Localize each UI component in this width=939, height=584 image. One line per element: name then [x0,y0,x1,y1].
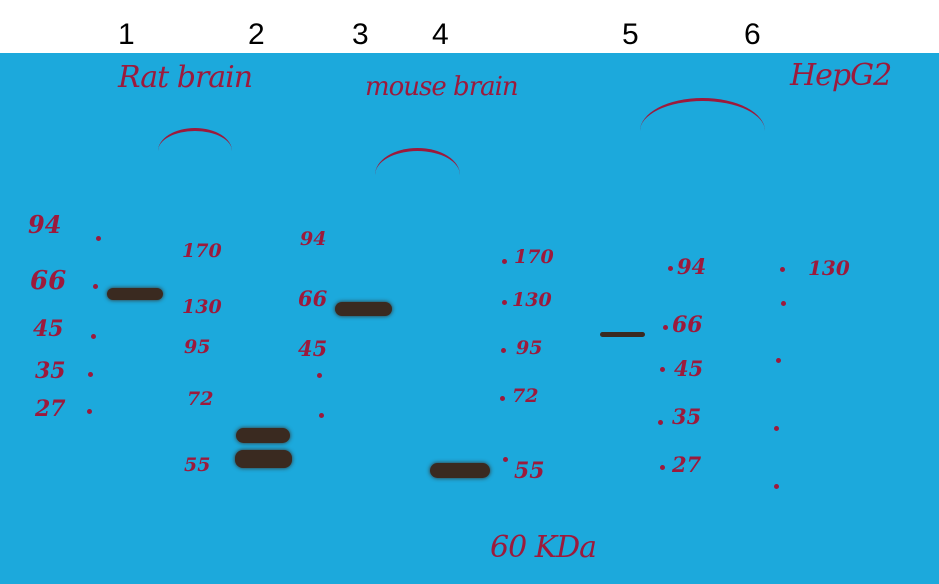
marker-dot [781,301,786,306]
marker-dot [93,284,98,289]
band-lane-2-lower [235,450,292,468]
marker-label: 66 [30,266,67,296]
marker-dot [317,373,322,378]
lane-number: 6 [744,18,761,51]
marker-dot [774,426,779,431]
marker-label: 130 [182,296,222,318]
marker-label: 55 [184,454,211,476]
marker-label: 66 [672,312,703,338]
marker-dot [660,465,665,470]
marker-label: 45 [674,356,704,381]
label-hepg2: HepG2 [790,58,892,93]
marker-label: 27 [35,396,66,422]
marker-label: 130 [808,256,850,280]
marker-label: 66 [298,286,328,311]
marker-label: 94 [28,210,62,239]
marker-dot [663,325,668,330]
marker-dot [502,300,507,305]
bracket-arc [158,128,232,151]
marker-label: 94 [300,228,327,250]
marker-label: 45 [298,336,328,361]
marker-label: 72 [512,385,539,407]
lane-number-header: 1 2 3 4 5 6 [0,0,939,53]
marker-dot [319,413,324,418]
marker-dot [774,484,779,489]
marker-label: 170 [182,240,222,262]
lane-number: 2 [248,18,265,51]
marker-dot [658,420,663,425]
band-lane-5 [600,332,645,337]
marker-dot [500,396,505,401]
marker-label: 72 [187,388,214,410]
marker-label: 95 [516,337,543,359]
marker-dot [88,372,93,377]
lane-number: 1 [118,18,135,51]
marker-dot [91,334,96,339]
marker-label: 170 [514,246,554,268]
marker-dot [776,358,781,363]
marker-label: 35 [35,358,66,384]
marker-dot [501,348,506,353]
lane-number: 4 [432,18,449,51]
band-lane-4 [430,463,490,478]
blot-membrane [0,53,939,584]
marker-dot [780,267,785,272]
marker-label: 55 [514,458,545,484]
band-lane-1 [107,288,163,300]
marker-dot [502,259,507,264]
marker-label: 130 [512,289,552,311]
marker-dot [96,236,101,241]
marker-label: 94 [677,254,707,279]
marker-label: 27 [672,452,702,477]
marker-label: 95 [184,336,211,358]
band-lane-2-upper [236,428,290,443]
marker-label: 45 [33,316,64,342]
bracket-arc [375,148,460,175]
lane-number: 3 [352,18,369,51]
label-mouse-brain: mouse brain [365,72,519,102]
marker-dot [503,457,508,462]
band-lane-3 [335,302,392,316]
marker-label: 35 [672,404,702,429]
bracket-arc [640,98,765,131]
marker-dot [660,367,665,372]
lane-number: 5 [622,18,639,51]
label-kda: 60 KDa [490,530,597,565]
label-rat-brain: Rat brain [118,60,253,95]
marker-dot [87,409,92,414]
marker-dot [668,266,673,271]
